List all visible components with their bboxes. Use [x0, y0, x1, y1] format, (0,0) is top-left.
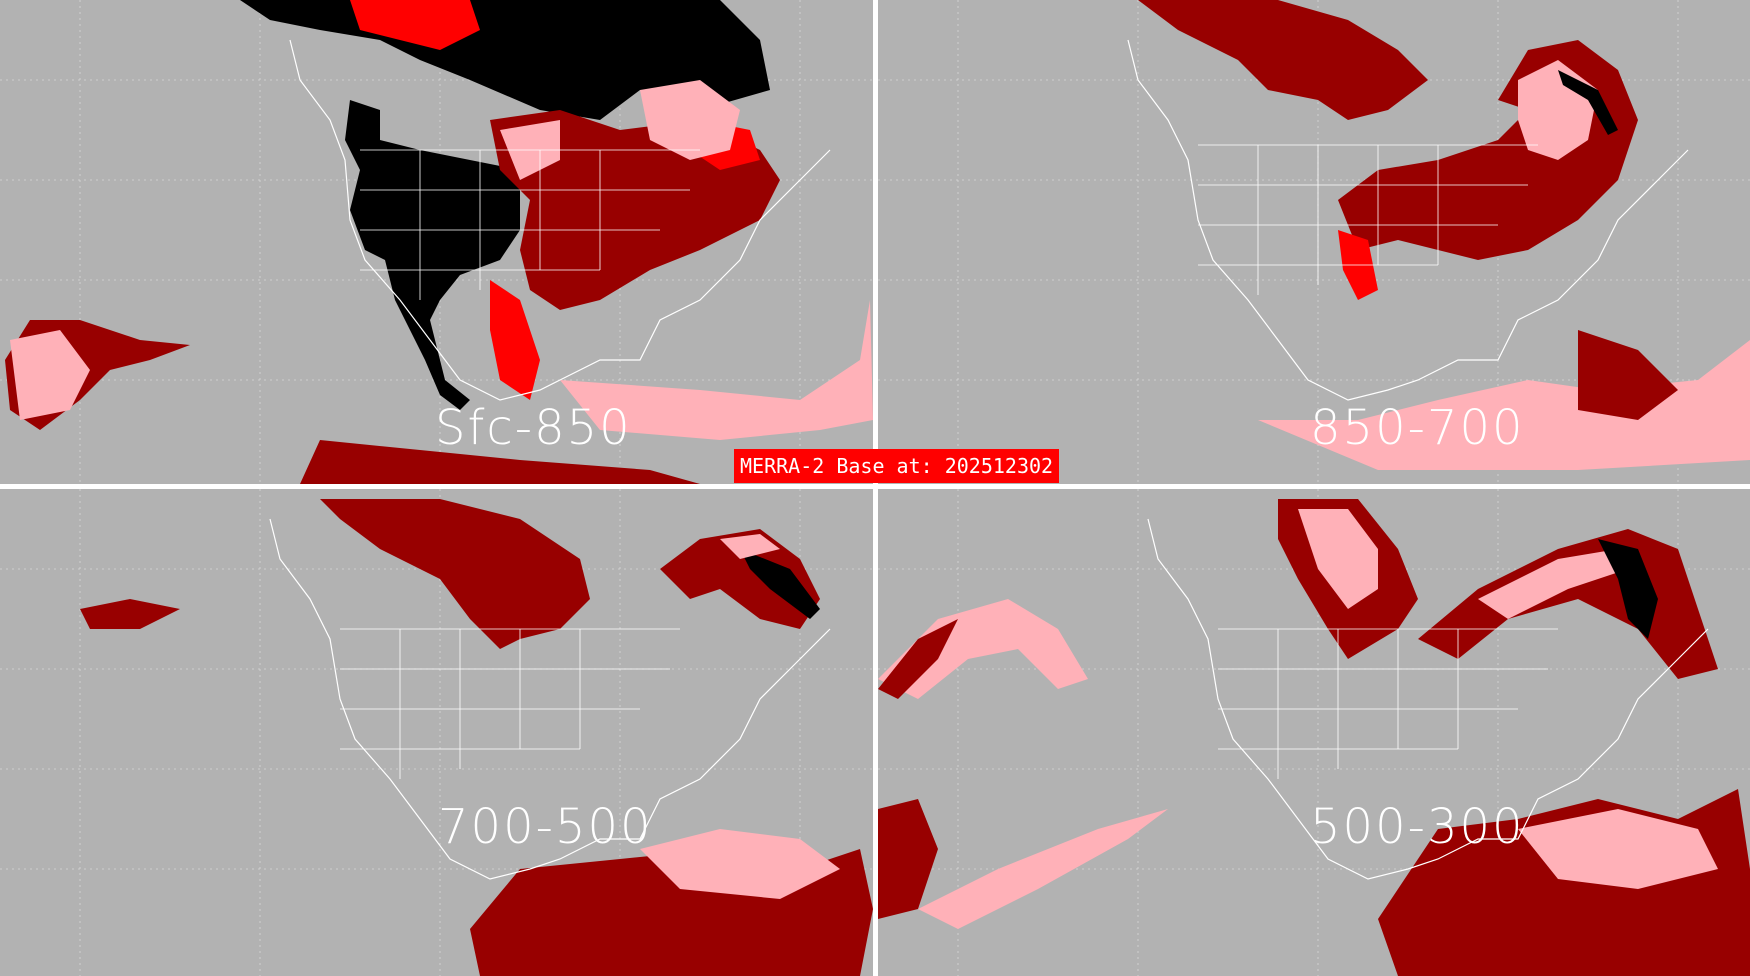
pink-region-southwest [918, 809, 1168, 929]
darkred-region-south [300, 440, 700, 484]
panel-700-500-map [0, 489, 873, 976]
coastline [269, 518, 831, 880]
darkred-region-north [320, 499, 590, 649]
black-streak [740, 549, 820, 619]
panel-label: Sfc-850 [435, 400, 632, 456]
coastline [289, 39, 831, 401]
panel-label: 700-500 [438, 799, 653, 855]
pink-region-north [1298, 509, 1378, 609]
pink-region-arc [1478, 549, 1628, 619]
pink-region-1 [640, 80, 740, 160]
state-boundaries [340, 628, 680, 779]
darkred-region-southwest [878, 799, 938, 919]
black-streak [1558, 70, 1618, 135]
panel-sfc-850-map [0, 0, 873, 484]
merra2-banner: MERRA-2 Base at: 202512302 [734, 449, 1060, 483]
panel-label: 500-300 [1310, 799, 1525, 855]
panel-850-700-map [878, 0, 1750, 484]
panel-sfc-850: Sfc-850 [0, 0, 873, 484]
panel-850-700: 850-700 [878, 0, 1750, 484]
red-region-3 [490, 280, 540, 400]
darkred-region-arc [1418, 529, 1718, 679]
darkred-region-northeast [660, 529, 820, 629]
pink-region-south [1258, 340, 1750, 470]
darkred-region-west [878, 619, 958, 699]
panel-700-500: 700-500 [0, 489, 873, 976]
state-boundaries [1218, 628, 1558, 779]
pink-region-west [878, 599, 1088, 699]
darkred-region-north [1138, 0, 1428, 120]
pink-region-2 [10, 330, 90, 420]
red-region-1 [350, 0, 480, 50]
darkred-region-south [1578, 330, 1678, 420]
pink-region-south [1518, 809, 1718, 889]
state-boundaries [360, 149, 700, 300]
black-region-west [345, 100, 520, 410]
pink-region-arc [720, 534, 780, 559]
coastline [1147, 518, 1709, 880]
black-streak [1598, 539, 1658, 639]
panel-500-300-map [878, 489, 1750, 976]
coastline [1127, 39, 1689, 401]
darkred-region-west [80, 599, 180, 629]
pink-region-3 [560, 300, 873, 440]
pink-region-south [640, 829, 840, 899]
panel-500-300: 500-300 [878, 489, 1750, 976]
panel-label: 850-700 [1310, 400, 1525, 456]
state-boundaries [1198, 144, 1538, 295]
